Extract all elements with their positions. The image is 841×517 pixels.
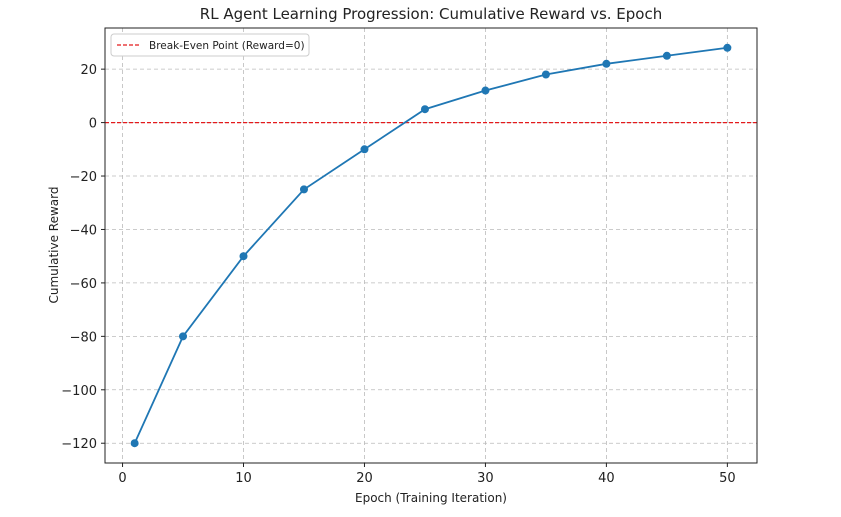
y-tick-label: −20 [70, 170, 97, 185]
legend-label: Break-Even Point (Reward=0) [149, 40, 305, 52]
x-tick-label: 20 [356, 471, 373, 486]
legend-box [110, 33, 310, 57]
y-tick-label: −60 [70, 277, 97, 292]
chart-title: RL Agent Learning Progression: Cumulativ… [200, 5, 662, 23]
y-tick-label: −100 [61, 384, 97, 399]
data-point [602, 59, 611, 68]
y-tick-label: −80 [70, 330, 97, 345]
data-point [420, 105, 429, 114]
data-point [239, 252, 248, 261]
plot-frame [104, 27, 758, 464]
y-axis-label: Cumulative Reward [47, 187, 61, 304]
data-point [179, 332, 188, 341]
x-tick-label: 10 [235, 471, 252, 486]
legend: Break-Even Point (Reward=0) [110, 33, 310, 57]
data-point [299, 185, 308, 194]
series-line [133, 46, 728, 444]
data-point [541, 70, 550, 79]
data-point [662, 51, 671, 60]
grid [105, 28, 757, 463]
ticks: 0 10 20 30 40 50 −120 −100 −80 −60 −40 −20 0 20 [61, 63, 735, 486]
y-tick-label: 20 [80, 63, 97, 78]
data-point [723, 43, 732, 52]
x-tick-label: 40 [598, 471, 615, 486]
data-point [481, 86, 490, 95]
data-point [360, 145, 369, 154]
y-tick-label: −40 [70, 223, 97, 238]
x-axis-label: Epoch (Training Iteration) [355, 491, 507, 505]
series [130, 43, 732, 448]
data-point [130, 439, 139, 448]
y-tick-label: −120 [61, 437, 97, 452]
x-tick-label: 50 [719, 471, 736, 486]
x-tick-label: 0 [118, 471, 126, 486]
y-tick-label: 0 [89, 117, 97, 132]
x-tick-label: 30 [477, 471, 494, 486]
